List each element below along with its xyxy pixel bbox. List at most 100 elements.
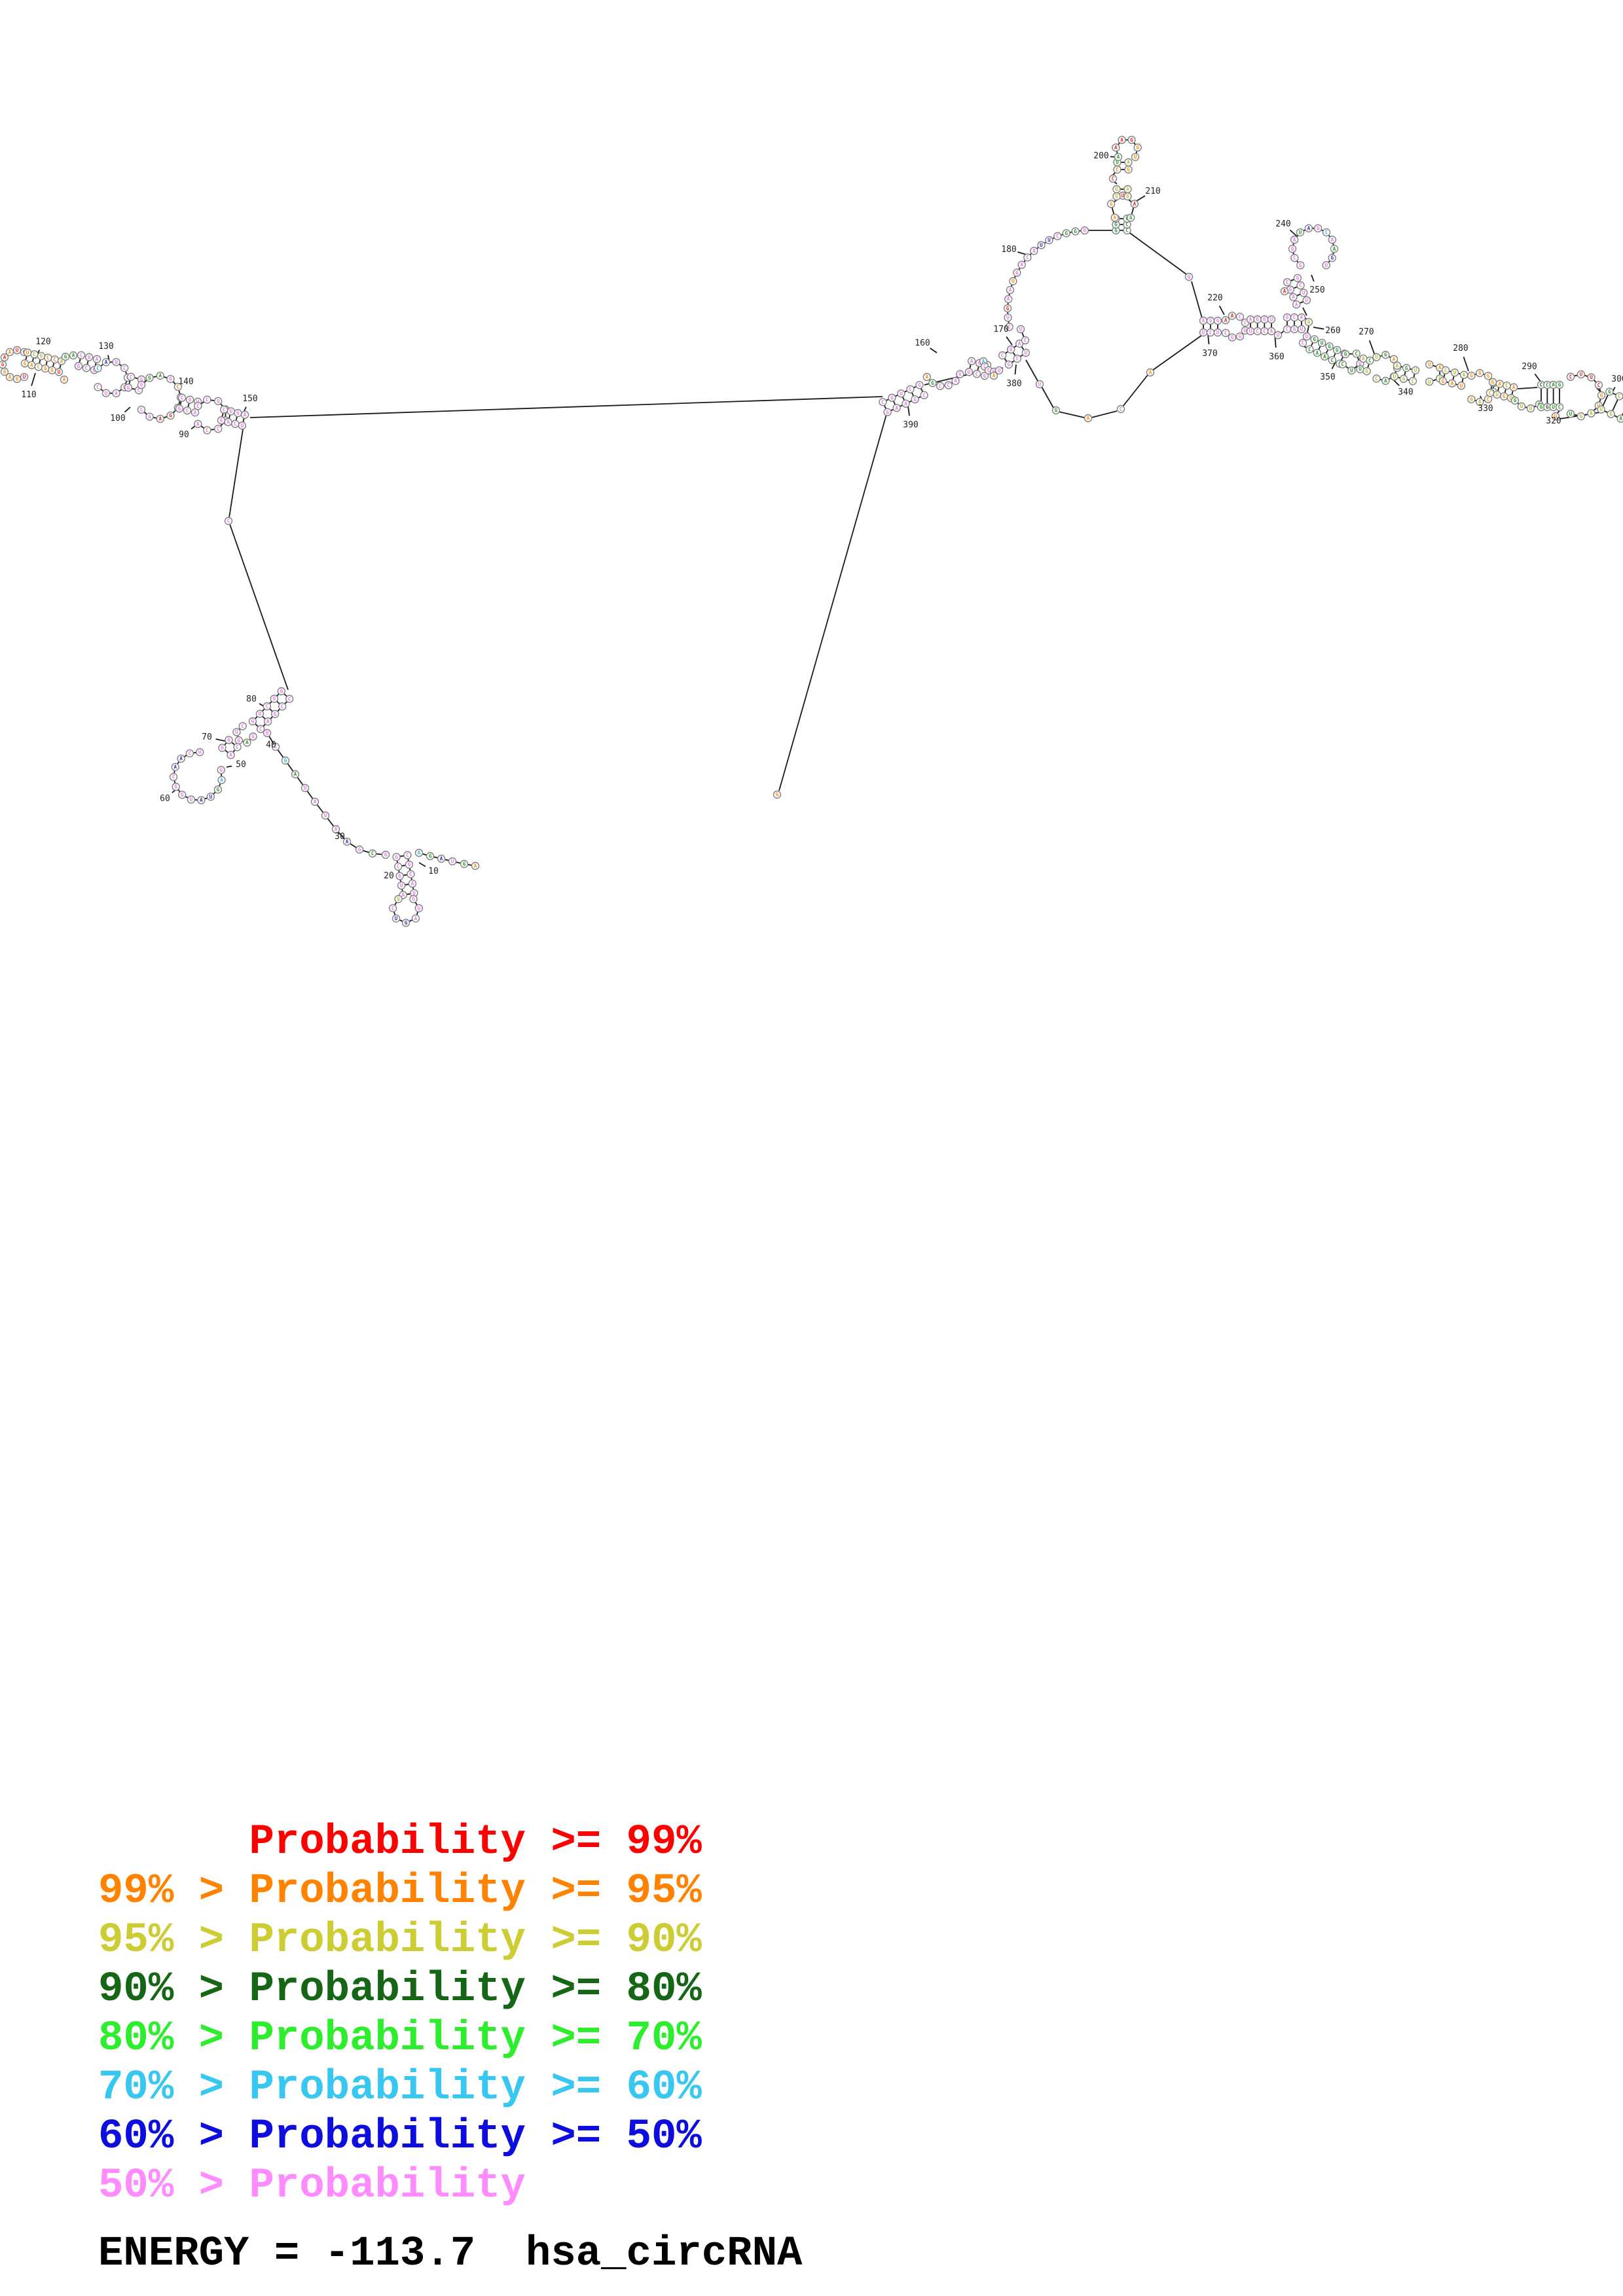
svg-text:G: G — [1129, 215, 1133, 221]
svg-text:270: 270 — [1359, 327, 1374, 337]
svg-text:G: G — [1546, 404, 1549, 410]
svg-text:G: G — [24, 361, 27, 367]
svg-text:U: U — [1428, 361, 1431, 367]
svg-text:A: A — [1018, 341, 1021, 347]
svg-text:C: C — [1286, 327, 1289, 332]
svg-text:A: A — [1619, 416, 1622, 422]
svg-text:U: U — [23, 374, 26, 380]
svg-text:A: A — [3, 355, 7, 361]
svg-text:C: C — [1489, 390, 1492, 396]
svg-text:G: G — [50, 367, 54, 373]
svg-text:U: U — [1277, 332, 1280, 338]
svg-text:A: A — [72, 353, 75, 359]
svg-text:G: G — [77, 363, 81, 369]
svg-text:C: C — [1546, 382, 1549, 388]
svg-text:U: U — [1393, 374, 1396, 380]
svg-text:G: G — [463, 861, 466, 867]
svg-text:U: U — [1597, 403, 1601, 408]
svg-text:60: 60 — [160, 794, 170, 804]
svg-text:120: 120 — [35, 337, 50, 347]
svg-text:A: A — [179, 756, 183, 762]
svg-text:G: G — [1580, 414, 1583, 420]
svg-text:C: C — [1008, 324, 1011, 330]
svg-text:A: A — [220, 777, 223, 783]
svg-text:A: A — [1293, 237, 1296, 243]
svg-text:C: C — [217, 426, 220, 432]
svg-text:C: C — [206, 397, 209, 403]
svg-text:U: U — [198, 749, 202, 755]
svg-text:220: 220 — [1207, 293, 1222, 303]
svg-text:A: A — [1463, 372, 1466, 378]
svg-text:G: G — [1263, 317, 1266, 323]
svg-text:360: 360 — [1269, 352, 1284, 362]
svg-text:A: A — [1438, 365, 1442, 370]
svg-text:G: G — [1359, 361, 1362, 367]
svg-text:G: G — [1313, 336, 1316, 342]
svg-text:C: C — [227, 518, 230, 524]
svg-text:C: C — [1505, 383, 1508, 389]
svg-text:C: C — [881, 399, 884, 405]
svg-text:G: G — [1127, 167, 1130, 173]
svg-text:G: G — [236, 410, 240, 416]
svg-text:A: A — [1316, 350, 1319, 356]
svg-text:A: A — [1384, 378, 1387, 384]
svg-text:U: U — [266, 730, 269, 736]
svg-text:G: G — [1010, 347, 1013, 353]
svg-text:U: U — [451, 859, 454, 865]
svg-text:C: C — [1412, 378, 1415, 384]
svg-text:C: C — [1597, 382, 1601, 388]
svg-text:C: C — [1016, 356, 1019, 362]
svg-text:U: U — [241, 423, 244, 429]
svg-text:A: A — [1498, 381, 1501, 387]
svg-text:G: G — [1442, 378, 1445, 384]
svg-text:90: 90 — [179, 430, 189, 440]
svg-text:A: A — [982, 359, 985, 365]
svg-text:G: G — [140, 382, 143, 388]
svg-text:C: C — [1569, 374, 1573, 380]
svg-text:G: G — [918, 382, 921, 388]
svg-text:U: U — [1249, 329, 1252, 334]
svg-text:180: 180 — [1001, 245, 1016, 255]
svg-text:C: C — [241, 723, 244, 729]
svg-text:G: G — [1209, 318, 1213, 324]
svg-text:C: C — [1540, 382, 1543, 388]
svg-text:170: 170 — [993, 325, 1008, 334]
svg-text:U: U — [1116, 160, 1119, 166]
svg-text:G: G — [429, 853, 432, 859]
svg-text:20: 20 — [384, 871, 394, 881]
svg-text:C: C — [1618, 393, 1621, 399]
svg-text:A: A — [1283, 289, 1286, 295]
svg-text:U: U — [1375, 354, 1378, 360]
svg-text:A: A — [1224, 317, 1228, 323]
svg-text:U: U — [221, 745, 224, 751]
svg-text:C: C — [123, 365, 126, 371]
svg-text:G: G — [274, 711, 277, 717]
svg-text:A: A — [105, 359, 108, 365]
svg-text:A: A — [60, 358, 64, 364]
svg-text:C: C — [909, 386, 912, 392]
svg-text:G: G — [405, 920, 408, 926]
svg-text:160: 160 — [915, 338, 930, 348]
svg-text:U: U — [1019, 327, 1023, 332]
svg-text:U: U — [1048, 238, 1051, 243]
svg-text:A: A — [1396, 363, 1399, 368]
svg-text:C: C — [371, 851, 374, 857]
svg-text:C: C — [947, 382, 950, 388]
svg-text:G: G — [1074, 228, 1077, 234]
svg-text:G: G — [931, 380, 934, 386]
svg-text:A: A — [1512, 384, 1516, 390]
svg-text:A: A — [954, 378, 957, 384]
svg-text:C: C — [37, 364, 40, 370]
svg-text:U: U — [1299, 230, 1302, 236]
svg-text:C: C — [1368, 357, 1372, 363]
svg-text:U: U — [26, 350, 29, 355]
svg-text:C: C — [177, 384, 180, 390]
svg-text:G: G — [1600, 393, 1603, 399]
svg-text:350: 350 — [1320, 372, 1335, 382]
svg-text:G: G — [1402, 376, 1406, 382]
svg-text:C: C — [1293, 315, 1296, 321]
svg-text:U: U — [400, 883, 403, 889]
svg-text:A: A — [335, 827, 338, 833]
svg-text:C: C — [1308, 346, 1311, 352]
svg-text:150: 150 — [242, 394, 257, 404]
